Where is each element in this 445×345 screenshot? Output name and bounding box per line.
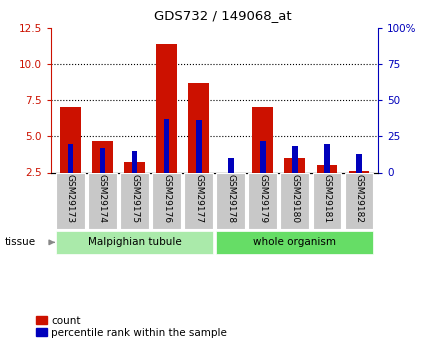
Text: whole organism: whole organism <box>253 237 336 247</box>
Bar <box>216 231 373 254</box>
Text: GSM29179: GSM29179 <box>258 174 267 223</box>
Text: Malpighian tubule: Malpighian tubule <box>88 237 182 247</box>
Bar <box>284 158 305 172</box>
Bar <box>156 43 177 172</box>
Bar <box>196 120 202 172</box>
Bar <box>216 172 245 229</box>
Text: tissue: tissue <box>4 237 36 247</box>
Text: GSM29182: GSM29182 <box>355 174 364 223</box>
Bar <box>68 144 73 172</box>
Bar <box>120 172 149 229</box>
Bar <box>88 172 117 229</box>
Bar <box>152 172 181 229</box>
Bar <box>184 172 213 229</box>
Bar <box>312 172 341 229</box>
Bar <box>188 83 209 172</box>
Text: GSM29176: GSM29176 <box>162 174 171 223</box>
Legend: count, percentile rank within the sample: count, percentile rank within the sample <box>36 316 227 338</box>
Bar <box>260 141 266 172</box>
Bar <box>100 148 105 172</box>
Bar <box>356 154 362 172</box>
Bar <box>92 141 113 172</box>
Bar <box>56 172 85 229</box>
Text: GSM29177: GSM29177 <box>194 174 203 223</box>
Bar <box>324 144 330 172</box>
Bar <box>124 162 145 172</box>
Bar <box>348 171 369 172</box>
Bar <box>316 165 337 172</box>
Bar <box>60 107 81 172</box>
Text: GSM29180: GSM29180 <box>291 174 299 223</box>
Bar <box>56 231 213 254</box>
Bar <box>132 151 138 172</box>
Bar <box>228 158 234 172</box>
Text: GSM29173: GSM29173 <box>66 174 75 223</box>
Text: GSM29181: GSM29181 <box>323 174 332 223</box>
Text: GSM29175: GSM29175 <box>130 174 139 223</box>
Bar <box>248 172 277 229</box>
Text: GDS732 / 149068_at: GDS732 / 149068_at <box>154 9 291 22</box>
Bar <box>344 172 373 229</box>
Bar <box>164 119 170 172</box>
Bar <box>280 172 309 229</box>
Bar <box>252 107 273 172</box>
Text: GSM29174: GSM29174 <box>98 174 107 223</box>
Bar <box>292 146 298 172</box>
Text: GSM29178: GSM29178 <box>226 174 235 223</box>
